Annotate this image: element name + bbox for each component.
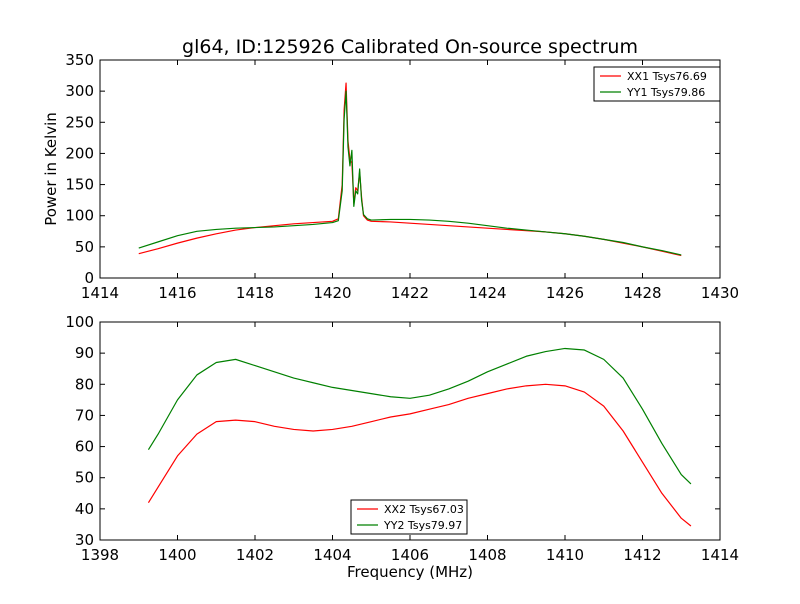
bottom-y-tick-label: 30 [75,531,94,549]
top-x-tick-label: 1422 [391,284,429,302]
bottom-y-tick-label: 100 [65,313,94,331]
bottom-x-tick-label: 1410 [546,546,584,564]
top-y-tick-label: 0 [84,269,94,287]
top-x-tick-label: 1418 [236,284,274,302]
top-legend-box [593,66,721,102]
top-y-tick-label: 300 [65,82,94,100]
bottom-y-tick-label: 40 [75,500,94,518]
top-y-tick-label: 100 [65,207,94,225]
top-x-tick-label: 1428 [623,284,661,302]
top-x-tick-label: 1414 [81,284,119,302]
bottom-series-line-2 [147,347,692,485]
top-y-tick-label: 50 [75,238,94,256]
chart-title: gl64, ID:125926 Calibrated On-source spe… [182,36,638,58]
bottom-spectrum-plot: 1398 1400 1402 1404 1406 1408 1410 1412 1414 30 40… [65,313,739,581]
bottom-legend: XX2 Tsys67.03 YY2 Tsys79.97 [350,499,468,535]
bottom-x-tick-label: 1406 [391,546,429,564]
top-x-tick-label: 1430 [701,284,739,302]
bottom-x-tick-label: 1408 [468,546,506,564]
bottom-y-tick-label: 50 [75,469,94,487]
top-legend: XX1 Tsys76.69 YY1 Tsys79.86 [593,66,721,102]
bottom-series-line-1 [147,383,692,527]
bottom-legend-label-1: XX2 Tsys67.03 [384,503,464,516]
bottom-y-tick-label: 80 [75,375,94,393]
bottom-y-tick-label: 90 [75,344,94,362]
top-y-axis-label: Power in Kelvin [42,112,60,226]
bottom-x-tick-label: 1412 [623,546,661,564]
bottom-legend-label-2: YY2 Tsys79.97 [383,519,462,532]
bottom-x-tick-label: 1398 [81,546,119,564]
top-y-tick-label: 250 [65,113,94,131]
top-x-tick-label: 1424 [468,284,506,302]
bottom-x-tick-label: 1404 [313,546,351,564]
top-legend-label-1: XX1 Tsys76.69 [627,70,707,83]
top-legend-label-2: YY1 Tsys79.86 [626,86,705,99]
bottom-x-tick-label: 1402 [236,546,274,564]
bottom-y-tick-label: 70 [75,406,94,424]
bottom-y-tick-label: 60 [75,438,94,456]
top-x-tick-label: 1416 [158,284,196,302]
top-spectrum-plot: 1414 1416 1418 1420 1422 1424 1426 1428 1430 0 50 1… [42,51,739,302]
top-y-tick-label: 150 [65,176,94,194]
top-series-line-2 [138,90,682,256]
bottom-x-tick-label: 1414 [701,546,739,564]
bottom-legend-box [350,499,468,535]
bottom-x-axis-label: Frequency (MHz) [347,563,473,581]
top-x-tick-label: 1426 [546,284,584,302]
top-x-tick-label: 1420 [313,284,351,302]
top-y-tick-label: 350 [65,51,94,69]
top-y-tick-label: 200 [65,144,94,162]
bottom-x-tick-label: 1400 [158,546,196,564]
